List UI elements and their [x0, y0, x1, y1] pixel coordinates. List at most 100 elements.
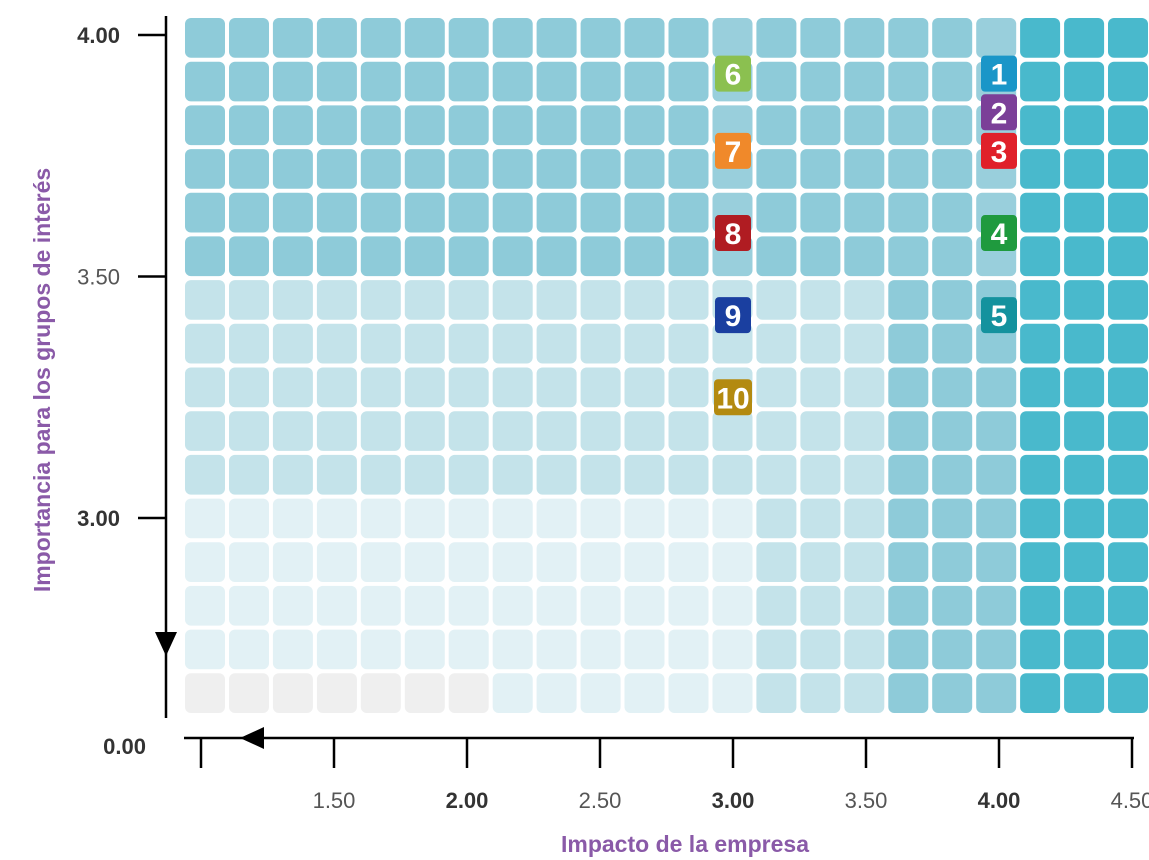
heatmap-cell [1020, 105, 1061, 146]
issue-badge-box [715, 132, 751, 169]
heatmap-cell [185, 61, 225, 102]
heatmap-cell [272, 149, 313, 189]
heatmap-cell [1108, 236, 1148, 277]
heatmap-cell [932, 18, 973, 58]
heatmap-cell [800, 280, 841, 320]
heatmap-cell [668, 61, 709, 102]
heatmap-cell [536, 673, 577, 713]
heatmap-cell [580, 454, 621, 495]
heatmap-cell [536, 280, 577, 320]
heatmap-cell [888, 236, 929, 277]
heatmap-cell [272, 192, 313, 233]
heatmap-cell [404, 542, 445, 582]
heatmap-cell [360, 236, 401, 277]
heatmap-cell [888, 18, 929, 58]
heatmap-cell [976, 542, 1017, 582]
x-tick-label: 1.50 [313, 788, 356, 813]
heatmap-cell [800, 629, 841, 670]
issue-badge-box [981, 297, 1017, 334]
issue-badge-label: 1 [991, 59, 1008, 92]
heatmap-cell [448, 18, 489, 58]
heatmap-cell [1064, 542, 1105, 582]
heatmap-cell [800, 149, 841, 189]
heatmap-cell [580, 61, 621, 102]
heatmap-cell [492, 411, 533, 451]
heatmap-cell [580, 149, 621, 189]
heatmap-cell [1020, 542, 1061, 582]
heatmap-cell [229, 149, 269, 189]
heatmap-cell [624, 411, 665, 451]
heatmap-cell [185, 236, 225, 277]
heatmap-cell [404, 192, 445, 233]
x-tick-label: 4.00 [978, 788, 1021, 813]
heatmap-cell [668, 498, 709, 539]
heatmap-cell [976, 498, 1017, 539]
issue-badge-box [981, 132, 1017, 169]
issue-badge-box [981, 94, 1017, 131]
heatmap-cell [1064, 323, 1105, 364]
heatmap-cell [492, 454, 533, 495]
heatmap-cell [492, 149, 533, 189]
heatmap-cell [1064, 236, 1105, 277]
heatmap-cell [1020, 192, 1061, 233]
heatmap-cell [932, 236, 973, 277]
heatmap-cell [712, 498, 753, 539]
heatmap-cell [580, 280, 621, 320]
heatmap-cell [1108, 323, 1148, 364]
heatmap-cell [272, 105, 313, 146]
heatmap-cell [272, 61, 313, 102]
heatmap-cell [800, 323, 841, 364]
heatmap-cell [932, 454, 973, 495]
heatmap-cell [360, 61, 401, 102]
x-tick-label: 2.00 [446, 788, 489, 813]
y-axis-arrow-icon [155, 632, 177, 656]
heatmap-cell [185, 323, 225, 364]
heatmap-cell [624, 280, 665, 320]
heatmap-cell [185, 542, 225, 582]
heatmap-cell [1108, 367, 1148, 408]
issue-badge-label: 3 [991, 136, 1008, 169]
heatmap-cell [932, 629, 973, 670]
heatmap-cell [536, 629, 577, 670]
heatmap-cell [360, 542, 401, 582]
heatmap-cell [800, 585, 841, 626]
heatmap-cell [536, 18, 577, 58]
heatmap-cell [404, 280, 445, 320]
heatmap-cell [492, 236, 533, 277]
heatmap-cell [404, 629, 445, 670]
heatmap-cell [448, 585, 489, 626]
heatmap-cell [448, 498, 489, 539]
heatmap-cell [668, 629, 709, 670]
heatmap-cell [844, 280, 885, 320]
heatmap-cell [844, 542, 885, 582]
heatmap-cell [229, 236, 269, 277]
heatmap-cell [712, 18, 753, 58]
heatmap-cell [448, 192, 489, 233]
heatmap-cell [1108, 18, 1148, 58]
heatmap-cell [624, 367, 665, 408]
heatmap-cell [976, 411, 1017, 451]
heatmap-cell [932, 673, 973, 713]
heatmap-cell [756, 629, 797, 670]
heatmap-cell [185, 149, 225, 189]
heatmap-cell [404, 367, 445, 408]
heatmap-cell [712, 585, 753, 626]
heatmap-cell [229, 673, 269, 713]
heatmap-cell [272, 673, 313, 713]
heatmap-cell [492, 498, 533, 539]
heatmap-cell [888, 105, 929, 146]
y-tick-label: 3.50 [77, 265, 120, 290]
heatmap-cell [844, 498, 885, 539]
heatmap-cell [932, 585, 973, 626]
heatmap-cell [624, 61, 665, 102]
heatmap-cell [844, 192, 885, 233]
heatmap-cell [756, 323, 797, 364]
heatmap-cell [1064, 105, 1105, 146]
heatmap-cell [1108, 411, 1148, 451]
y-tick-label: 3.00 [77, 506, 120, 531]
heatmap-cell [668, 323, 709, 364]
heatmap-cell [316, 367, 357, 408]
issue-badge-5: 5 [981, 297, 1017, 334]
heatmap-cell [1064, 18, 1105, 58]
heatmap-cell [756, 192, 797, 233]
